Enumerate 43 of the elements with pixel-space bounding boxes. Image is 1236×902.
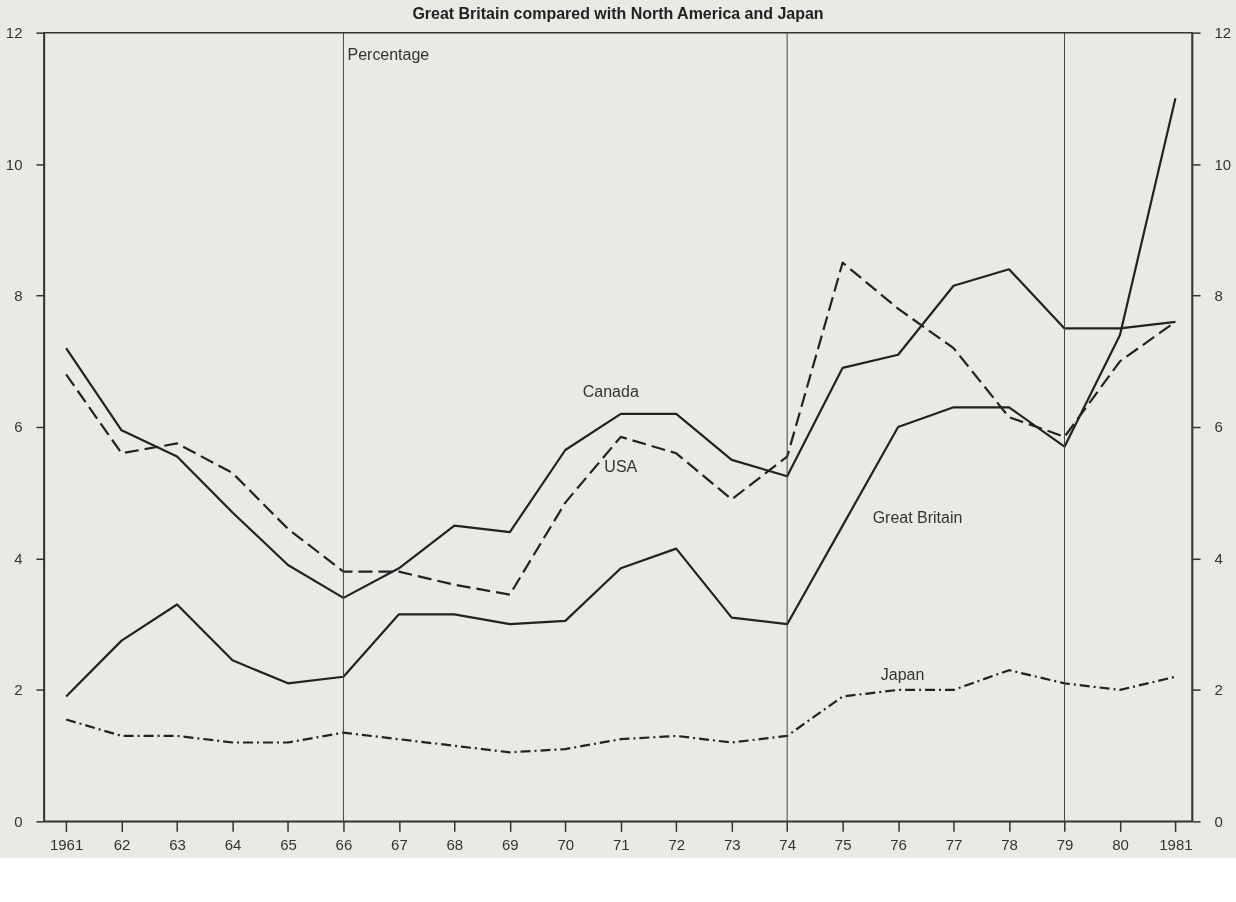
y2-tick-label: 8 — [1214, 287, 1223, 305]
y-tick-label: 10 — [5, 155, 23, 173]
y2-tick-label: 6 — [1214, 418, 1223, 436]
y-tick-label: 4 — [14, 549, 23, 567]
x-tick-label: 74 — [779, 835, 796, 853]
y2-tick-label: 0 — [1214, 812, 1223, 830]
x-tick-label: 70 — [557, 835, 575, 853]
series-label: Canada — [582, 382, 639, 400]
y-tick-label: 8 — [14, 287, 23, 305]
x-tick-label: 1981 — [1159, 835, 1193, 853]
series-label: USA — [604, 457, 638, 475]
x-tick-label: 65 — [280, 835, 297, 853]
y-axis-title: Percentage — [347, 45, 430, 63]
x-tick-label: 66 — [335, 835, 353, 853]
series-label: Japan — [880, 665, 925, 683]
x-tick-label: 69 — [502, 835, 519, 853]
x-tick-label: 71 — [612, 835, 630, 853]
x-tick-label: 78 — [1001, 835, 1018, 853]
x-tick-label: 72 — [668, 835, 686, 853]
x-tick-label: 75 — [834, 835, 852, 853]
y2-tick-label: 10 — [1214, 155, 1232, 173]
y-tick-label: 0 — [14, 812, 23, 830]
y2-tick-label: 2 — [1214, 681, 1223, 699]
x-tick-label: 76 — [890, 835, 907, 853]
y2-tick-label: 4 — [1214, 549, 1223, 567]
y-tick-label: 2 — [14, 681, 23, 699]
x-tick-label: 73 — [723, 835, 741, 853]
x-tick-label: 62 — [113, 835, 131, 853]
y2-tick-label: 12 — [1214, 24, 1232, 42]
x-tick-label: 1961 — [49, 835, 84, 853]
x-tick-label: 79 — [1056, 835, 1074, 853]
y-tick-label: 6 — [14, 418, 23, 436]
x-tick-label: 68 — [446, 835, 464, 853]
line-series — [65, 97, 1177, 698]
x-tick-label: 80 — [1112, 835, 1129, 853]
series-label: Great Britain — [872, 508, 963, 526]
x-tick-label: 67 — [391, 835, 408, 853]
x-tick-label: 64 — [224, 835, 242, 853]
x-tick-label: 63 — [169, 835, 186, 853]
y-tick-label: 12 — [5, 24, 23, 42]
x-tick-label: 77 — [945, 835, 963, 853]
chart-title: Great Britain compared with North America and Japan — [412, 4, 824, 22]
line-series — [65, 669, 1177, 754]
